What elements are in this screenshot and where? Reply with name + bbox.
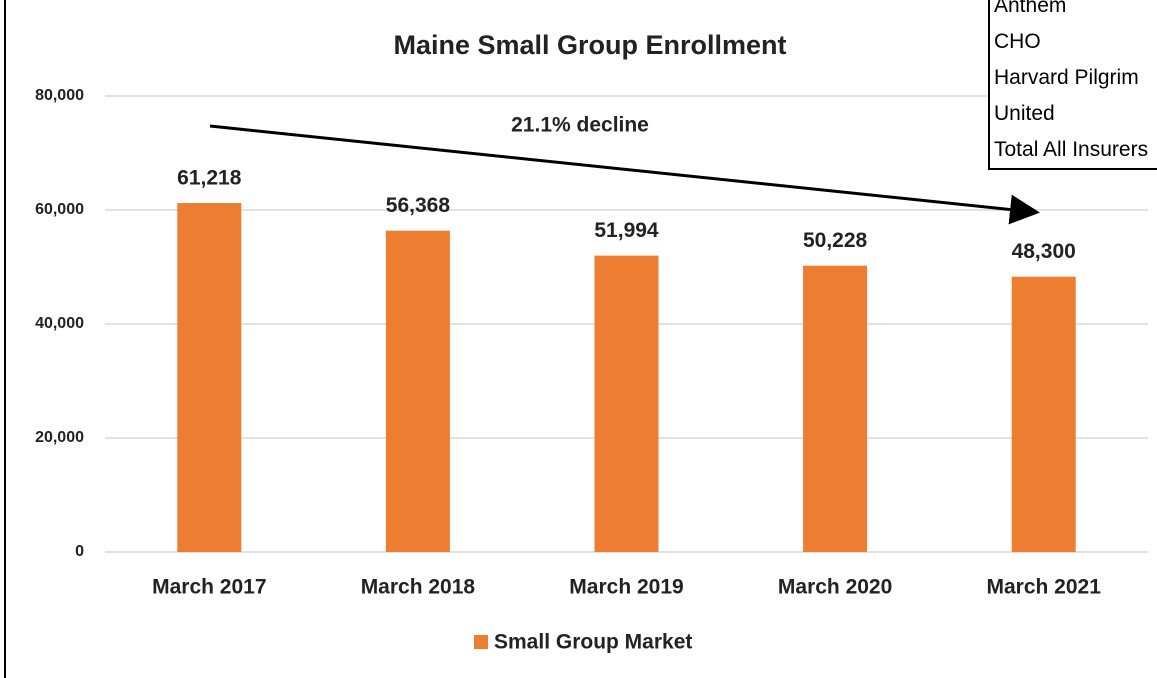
x-tick-label: March 2018 — [361, 576, 476, 599]
data-label: 61,218 — [177, 167, 242, 190]
chart-title: Maine Small Group Enrollment — [393, 30, 786, 60]
legend-swatch — [474, 635, 488, 649]
data-label: 50,228 — [803, 229, 868, 252]
x-tick-label: March 2021 — [986, 576, 1101, 599]
data-label: 56,368 — [386, 194, 451, 217]
x-tick-label: March 2017 — [152, 576, 266, 599]
bar — [594, 255, 659, 552]
annotation: 21.1% decline — [511, 114, 649, 137]
insurer-table: Anthem CHO Harvard Pilgrim United Total All … — [988, 0, 1157, 170]
bar — [803, 265, 868, 552]
bar — [385, 230, 450, 552]
y-tick-label: 40,000 — [35, 315, 84, 332]
legend-label: Small Group Market — [494, 631, 692, 654]
y-tick-label: 0 — [75, 543, 84, 560]
data-label: 51,994 — [594, 219, 659, 242]
table-row: CHO — [994, 30, 1041, 53]
bar — [1011, 276, 1076, 552]
table-row: Total All Insurers — [994, 138, 1149, 161]
y-tick-label: 60,000 — [35, 201, 84, 218]
table-row: United — [994, 102, 1055, 125]
data-label: 48,300 — [1012, 240, 1076, 263]
y-tick-label: 20,000 — [35, 429, 84, 446]
x-tick-label: March 2020 — [778, 576, 892, 599]
trend-arrow — [209, 124, 1040, 225]
table-row: Harvard Pilgrim — [994, 66, 1139, 89]
bar — [177, 203, 242, 552]
y-tick-label: 80,000 — [35, 87, 84, 104]
x-tick-label: March 2019 — [569, 576, 683, 599]
table-row: Anthem — [994, 0, 1067, 17]
